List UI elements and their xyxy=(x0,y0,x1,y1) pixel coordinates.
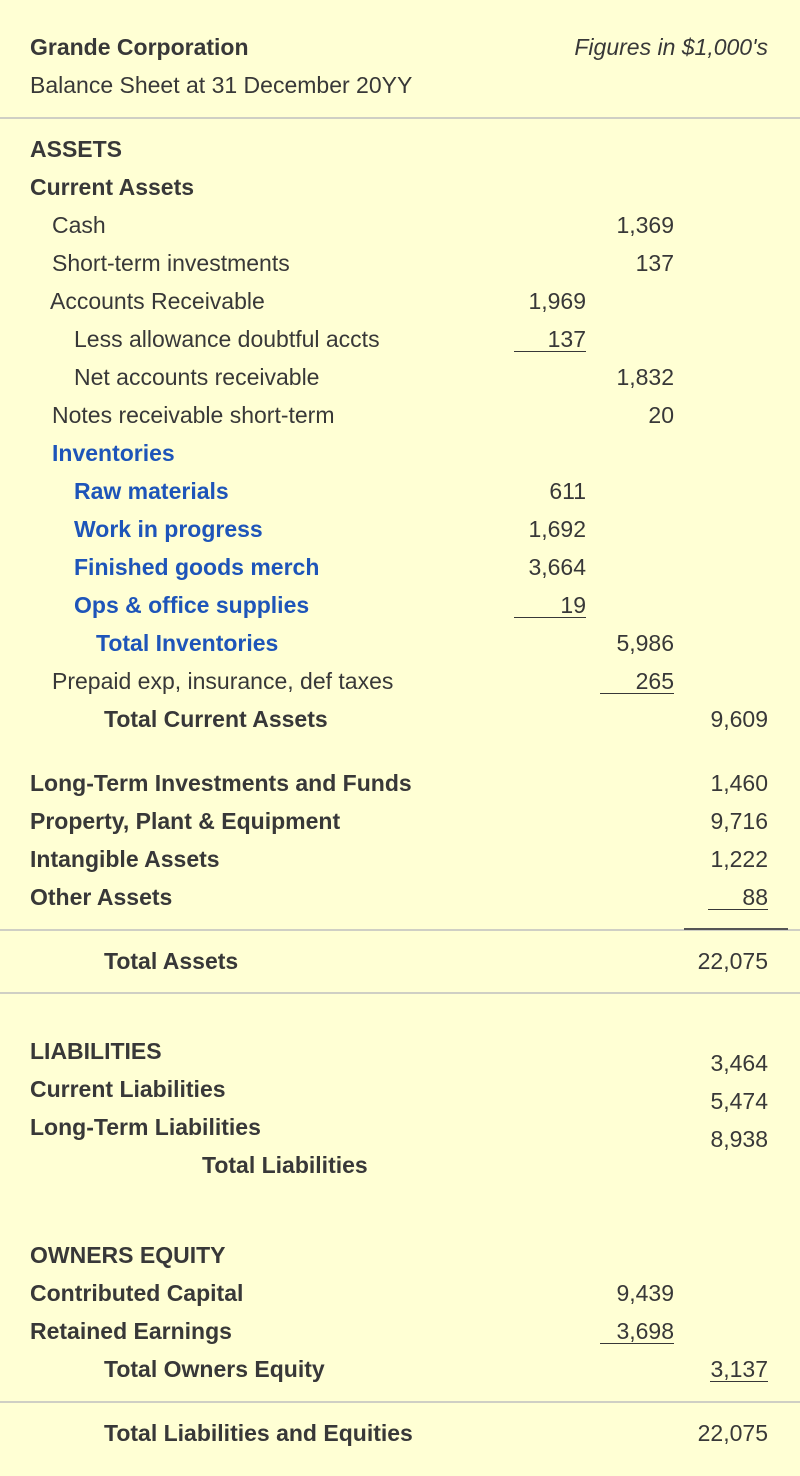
amount: 1,692 xyxy=(528,516,586,542)
row-label: ASSETS xyxy=(30,136,123,162)
sheet-subtitle: Balance Sheet at 31 December 20YY xyxy=(30,72,413,98)
row-label: Notes receivable short-term xyxy=(52,402,335,428)
amount: 20 xyxy=(648,402,674,428)
amount: 137 xyxy=(635,250,674,276)
amount: 22,075 xyxy=(697,1420,768,1446)
row-label: Work in progress xyxy=(74,516,263,542)
row-label: Contributed Capital xyxy=(30,1280,244,1306)
amount: 1,222 xyxy=(710,846,768,872)
amount-cell: 88 xyxy=(708,882,768,912)
row-label: Inventories xyxy=(52,440,175,466)
row-label: Raw materials xyxy=(74,478,229,504)
amount: 3,137 xyxy=(710,1356,768,1382)
row-label: Total Owners Equity xyxy=(104,1356,325,1382)
row-label: Long-Term Investments and Funds xyxy=(30,770,412,796)
divider xyxy=(0,929,800,931)
row-label: OWNERS EQUITY xyxy=(30,1242,226,1268)
amount: 8,938 xyxy=(710,1126,768,1152)
amount: 3,664 xyxy=(528,554,586,580)
amount-cell: 137 xyxy=(514,324,586,354)
units-note: Figures in $1,000's xyxy=(574,34,768,60)
amount: 1,969 xyxy=(528,288,586,314)
amount-cell: 265 xyxy=(600,666,674,696)
row-label: Current Assets xyxy=(30,174,195,200)
amount: 265 xyxy=(600,669,674,694)
amount: 611 xyxy=(549,478,586,504)
row-label: Less allowance doubtful accts xyxy=(74,326,380,352)
row-label: Total Liabilities and Equities xyxy=(104,1420,413,1446)
row-label: Cash xyxy=(52,212,106,238)
amount: 1,832 xyxy=(616,364,674,390)
amount-cell: 19 xyxy=(514,590,586,620)
row-label: Other Assets xyxy=(30,884,173,910)
row-label: Current Liabilities xyxy=(30,1076,226,1102)
divider xyxy=(0,117,800,119)
row-label: Total Liabilities xyxy=(202,1152,368,1178)
row-label: Total Inventories xyxy=(96,630,279,656)
amount: 3,464 xyxy=(710,1050,768,1076)
row-label: Total Current Assets xyxy=(104,706,328,732)
divider xyxy=(684,928,788,930)
divider xyxy=(0,992,800,994)
amount: 5,986 xyxy=(616,630,674,656)
row-label: Retained Earnings xyxy=(30,1318,232,1344)
divider xyxy=(0,1401,800,1403)
row-label: Long-Term Liabilities xyxy=(30,1114,261,1140)
row-label: Net accounts receivable xyxy=(74,364,320,390)
amount: 22,075 xyxy=(697,948,768,974)
amount: 19 xyxy=(514,593,586,618)
row-label: Accounts Receivable xyxy=(50,288,265,314)
amount: 1,460 xyxy=(710,770,768,796)
amount: 9,609 xyxy=(710,706,768,732)
company-name: Grande Corporation xyxy=(30,34,249,60)
amount-cell: 3,137 xyxy=(710,1354,768,1384)
amount: 1,369 xyxy=(616,212,674,238)
row-label: Short-term investments xyxy=(52,250,290,276)
amount: 9,439 xyxy=(616,1280,674,1306)
amount-cell: 3,698 xyxy=(600,1316,674,1346)
row-label: Intangible Assets xyxy=(30,846,220,872)
amount: 137 xyxy=(514,327,586,352)
row-label: Total Assets xyxy=(104,948,239,974)
row-label: Finished goods merch xyxy=(74,554,320,580)
row-label: Property, Plant & Equipment xyxy=(30,808,341,834)
amount: 5,474 xyxy=(710,1088,768,1114)
amount: 9,716 xyxy=(710,808,768,834)
row-label: Prepaid exp, insurance, def taxes xyxy=(52,668,394,694)
amount: 88 xyxy=(708,885,768,910)
row-label: Ops & office supplies xyxy=(74,592,310,618)
row-label: LIABILITIES xyxy=(30,1038,162,1064)
amount: 3,698 xyxy=(600,1319,674,1344)
